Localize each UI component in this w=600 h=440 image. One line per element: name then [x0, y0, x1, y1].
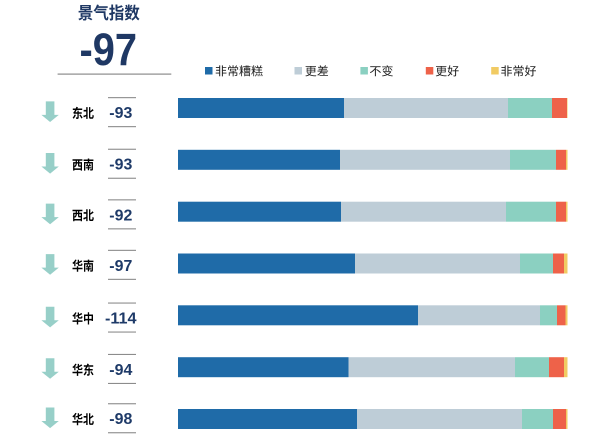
svg-text:-93: -93 [109, 105, 132, 122]
svg-text:-114: -114 [105, 311, 137, 328]
svg-text:-98: -98 [109, 411, 132, 428]
svg-text:-97: -97 [109, 258, 132, 275]
svg-text:-94: -94 [109, 362, 132, 379]
svg-text:-92: -92 [109, 207, 132, 224]
svg-text:-97: -97 [80, 24, 138, 75]
svg-text:-93: -93 [109, 157, 132, 174]
